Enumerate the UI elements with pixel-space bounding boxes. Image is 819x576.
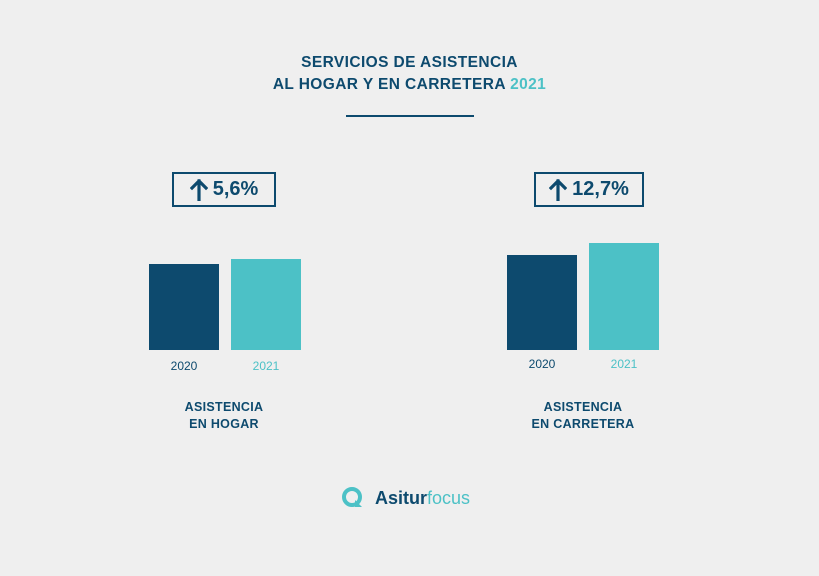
title-year: 2021 — [510, 76, 547, 93]
bar-2021 — [589, 242, 659, 350]
bar-2021 — [231, 259, 301, 350]
chart-title: SERVICIOS DE ASISTENCIA AL HOGAR Y EN CA… — [0, 52, 819, 96]
tick-label-2021: 2021 — [252, 359, 280, 373]
title-line-2: AL HOGAR Y EN CARRETERA 2021 — [0, 74, 819, 96]
logo-brand-suffix: focus — [427, 487, 471, 508]
logo: Asiturfocus — [341, 486, 470, 510]
change-label: 12,7% — [572, 178, 629, 200]
search-q-icon — [342, 487, 362, 507]
logo-text: Asiturfocus — [375, 488, 470, 509]
chart-caption: ASISTENCIA EN CARRETERA — [483, 399, 683, 433]
change-badge: 5,6% — [172, 172, 276, 207]
tick-label-2020: 2020 — [528, 357, 556, 371]
caption-line: EN HOGAR — [189, 417, 259, 431]
tick-label-2021: 2021 — [610, 357, 638, 371]
caption-line: ASISTENCIA — [543, 400, 623, 414]
caption-line: EN CARRETERA — [531, 417, 635, 431]
chart-caption: ASISTENCIA EN HOGAR — [124, 399, 324, 433]
change-label: 5,6% — [212, 178, 259, 200]
change-badge: 12,7% — [534, 172, 644, 207]
bar-2020 — [149, 264, 219, 350]
logo-brand: Asitur — [375, 487, 428, 508]
arrow-up-icon — [189, 178, 208, 201]
bar-2020 — [507, 255, 577, 350]
title-divider — [346, 115, 474, 117]
caption-line: ASISTENCIA — [184, 400, 264, 414]
title-line-1: SERVICIOS DE ASISTENCIA — [301, 54, 518, 71]
title-line-2-text: AL HOGAR Y EN CARRETERA — [272, 76, 506, 93]
tick-label-2020: 2020 — [170, 359, 198, 373]
arrow-up-icon — [549, 178, 568, 201]
